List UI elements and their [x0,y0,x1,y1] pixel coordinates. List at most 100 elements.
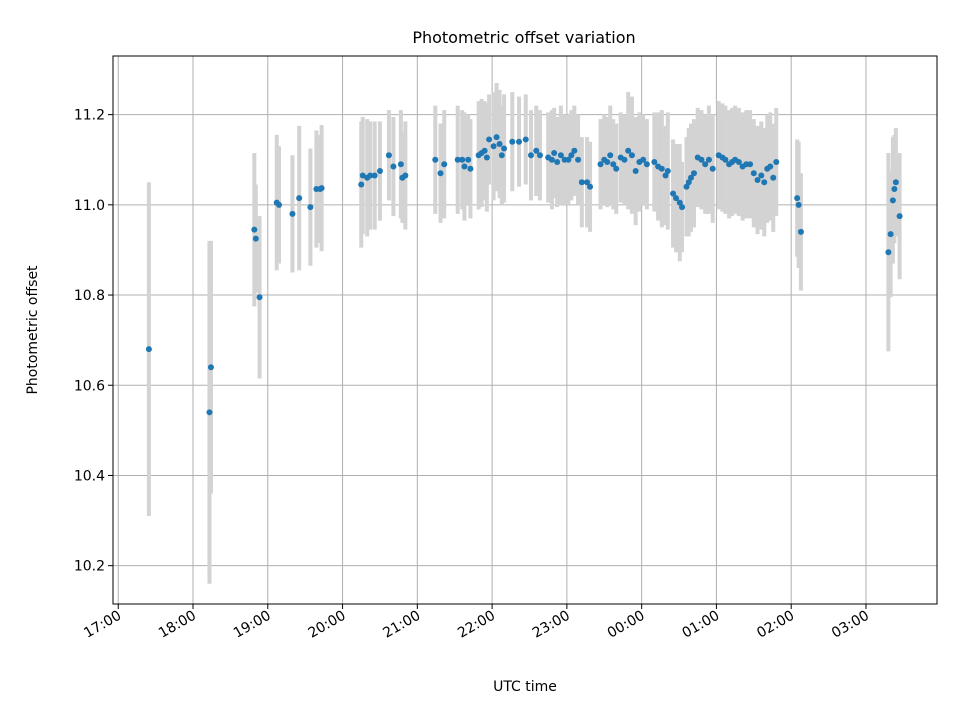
plot-frame [112,55,938,605]
y-axis-label: Photometric offset [25,265,41,395]
data-point [256,294,263,301]
data-point [797,228,804,235]
data-point [465,156,472,163]
data-point [683,183,690,190]
data-point [767,163,774,170]
data-point [735,158,742,165]
x-axis-label: UTC time [493,679,557,695]
data-point [687,174,694,181]
data-point [578,179,585,186]
data-point [651,158,658,165]
data-point [397,161,404,168]
data-point [275,201,282,208]
data-point [584,179,591,186]
data-point [568,152,575,159]
data-point [516,138,523,145]
data-point [385,152,392,159]
data-point [676,199,683,206]
data-point [252,235,259,242]
data-point [597,161,604,168]
x-tick-label: 18:00 [156,608,199,642]
data-point [613,165,620,172]
x-tick-label: 02:00 [754,608,797,642]
data-point [557,152,564,159]
data-point [709,165,716,172]
data-point [664,168,671,175]
data-point [698,156,705,163]
points-layer [145,134,903,416]
x-tick-label: 00:00 [605,608,648,642]
data-point [610,161,617,168]
data-point [483,154,490,161]
data-point [685,179,692,186]
data-point [367,172,374,179]
x-tick-label: 03:00 [829,608,872,642]
data-point [758,172,765,179]
data-point [486,136,493,143]
y-tick-label: 10.2 [74,559,105,575]
data-point [207,364,214,371]
data-point [536,152,543,159]
data-point [318,185,325,192]
data-point [575,156,582,163]
data-point [670,190,677,197]
data-point [643,161,650,168]
data-point [889,197,896,204]
data-point [533,147,540,154]
data-point [679,204,686,211]
data-point [565,156,572,163]
data-point [587,183,594,190]
data-point [376,168,383,175]
data-point [206,409,213,416]
data-point [892,179,899,186]
data-point [662,172,669,179]
data-point [251,226,258,233]
chart-title: Photometric offset variation [412,28,635,47]
data-point [441,161,448,168]
data-point [628,152,635,159]
data-point [658,165,665,172]
data-point [490,143,497,150]
data-point [481,147,488,154]
data-point [551,149,558,156]
data-point [754,177,761,184]
data-point [625,147,632,154]
data-point [371,172,378,179]
y-tick-label: 10.4 [74,468,105,484]
data-point [496,140,503,147]
data-point [770,174,777,181]
data-point [673,195,680,202]
data-point [522,136,529,143]
data-point [527,152,534,159]
data-point [390,163,397,170]
data-point [432,156,439,163]
x-tick-label: 22:00 [455,608,498,642]
data-point [773,158,780,165]
data-point [885,249,892,256]
data-point [750,170,757,177]
data-point [896,213,903,220]
data-point [640,156,647,163]
data-point [891,186,898,193]
data-point [493,134,500,141]
data-point [571,147,578,154]
data-point [509,138,516,145]
data-point [459,156,466,163]
data-point [548,156,555,163]
data-point [702,161,709,168]
data-point [794,195,801,202]
x-tick-label: 01:00 [679,608,722,642]
data-point [554,158,561,165]
data-point [621,156,628,163]
data-point [887,231,894,238]
data-point [289,210,296,217]
data-point [747,161,754,168]
data-point [437,170,444,177]
data-point [467,165,474,172]
data-point [307,204,314,211]
data-point [690,170,697,177]
data-point [722,156,729,163]
data-point [145,346,152,353]
